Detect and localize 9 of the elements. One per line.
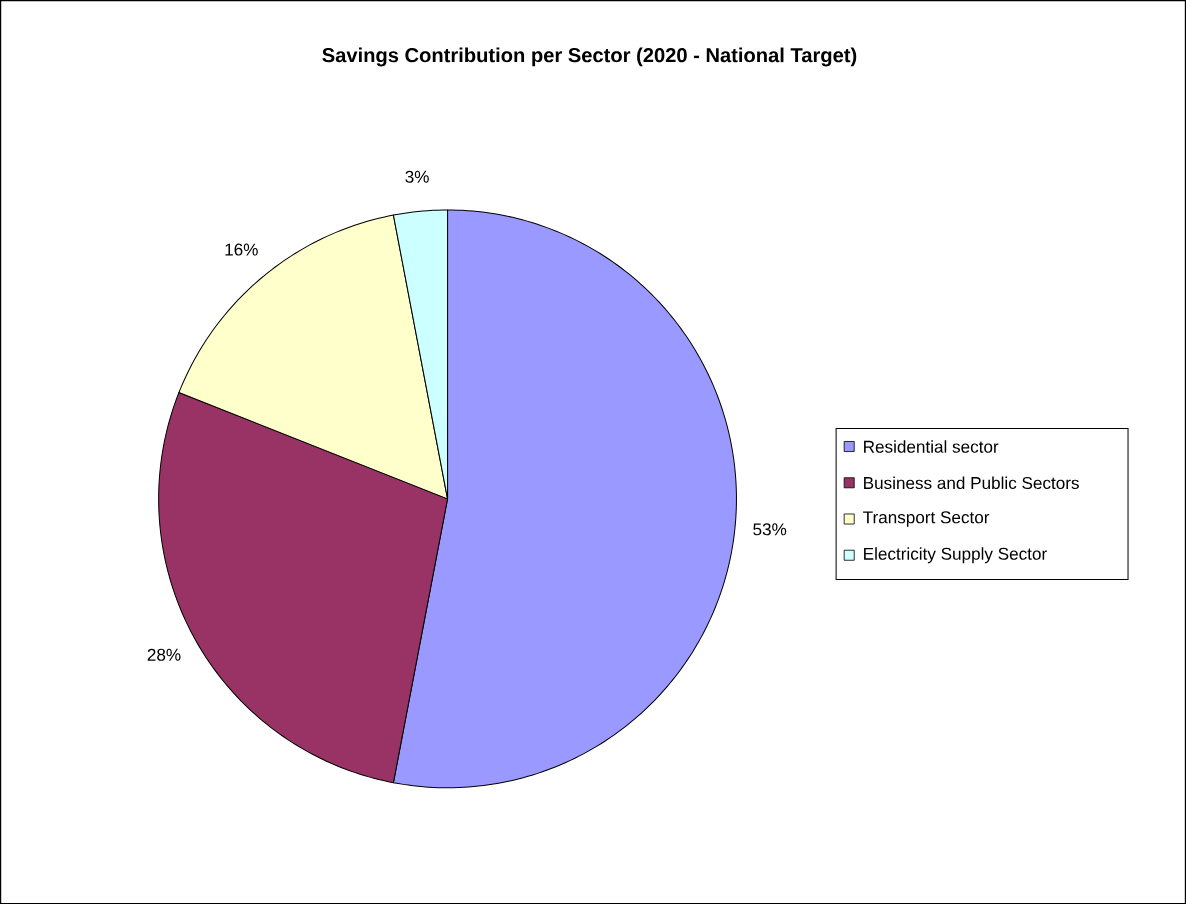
data-label: 53% [753, 523, 787, 536]
legend-label: Business and Public Sectors [864, 476, 1079, 489]
data-label: 16% [225, 243, 258, 256]
legend-label: Transport Sector [863, 511, 990, 527]
legend-label: Electricity Supply Sector [864, 547, 1047, 564]
data-label: 3% [405, 170, 429, 183]
legend-label: Residential sector [864, 440, 999, 453]
chart-title: Savings Contribution per Sector (2020 - National Target) [322, 47, 857, 67]
data-label: 28% [147, 648, 181, 661]
